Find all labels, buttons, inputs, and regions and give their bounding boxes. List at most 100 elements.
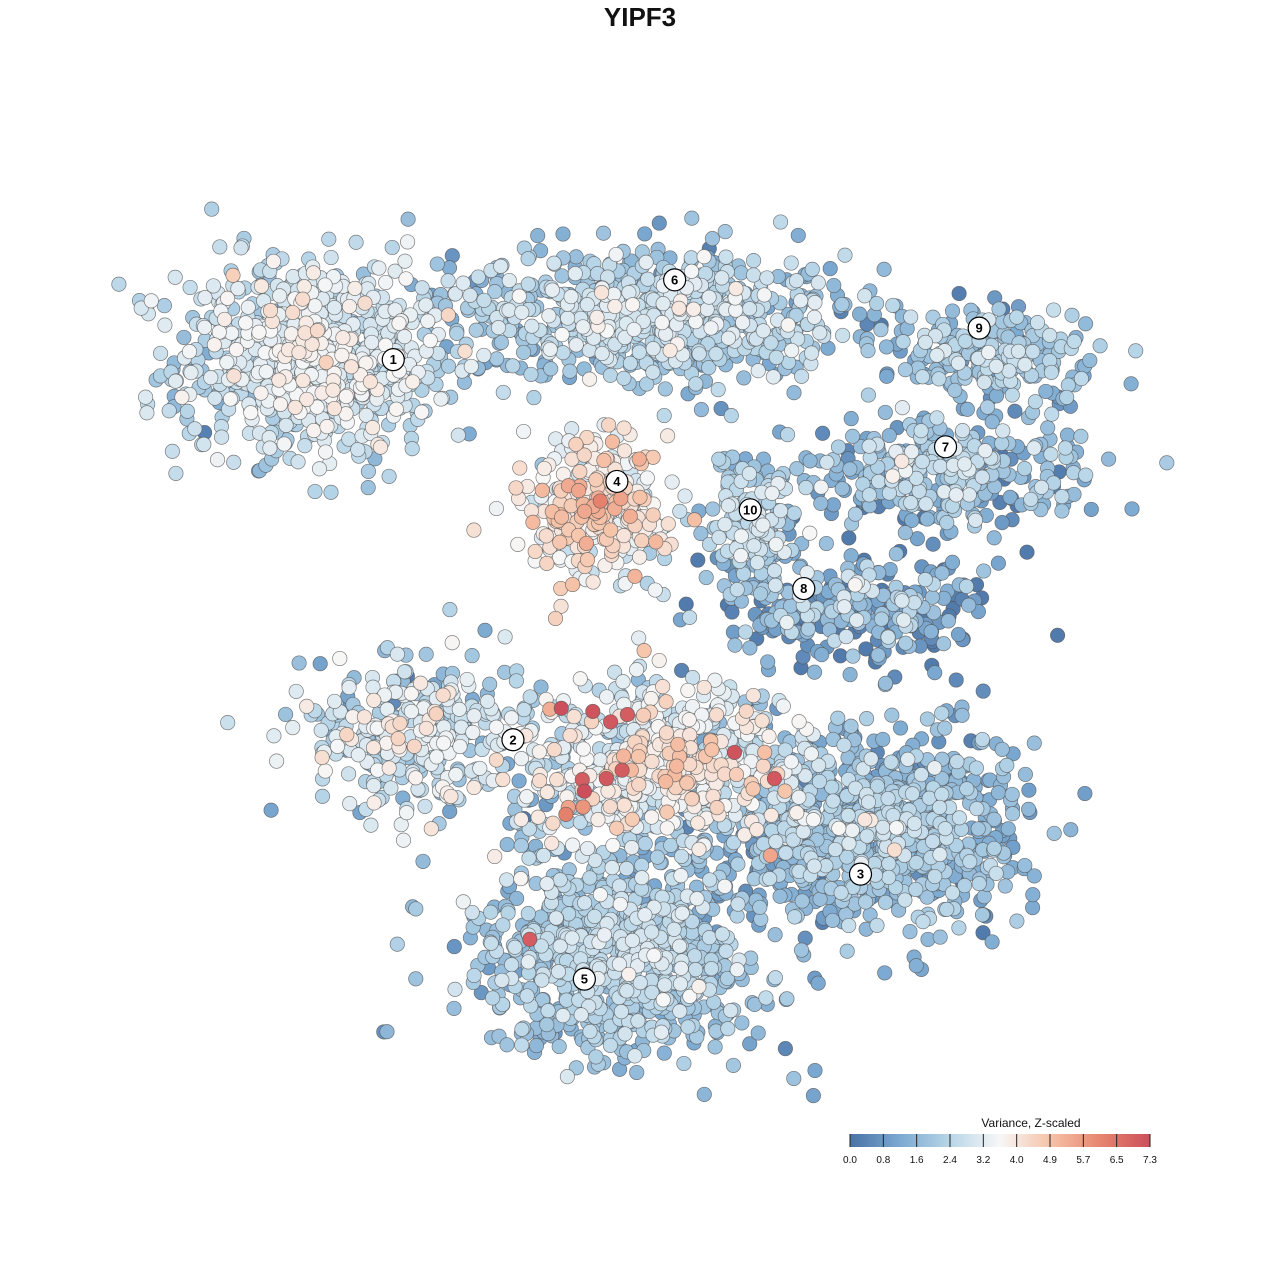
scatter-point bbox=[634, 870, 650, 886]
scatter-point bbox=[898, 635, 914, 651]
scatter-point bbox=[961, 597, 977, 613]
scatter-point bbox=[321, 231, 337, 247]
scatter-point bbox=[1025, 887, 1041, 903]
scatter-point bbox=[833, 885, 849, 901]
scatter-point bbox=[262, 440, 278, 456]
scatter-point bbox=[913, 423, 929, 439]
scatter-point bbox=[894, 593, 910, 609]
scatter-point bbox=[672, 1003, 688, 1019]
scatter-point bbox=[806, 858, 822, 874]
scatter-point bbox=[835, 327, 851, 343]
scatter-point bbox=[795, 824, 811, 840]
scatter-point bbox=[649, 849, 665, 865]
scatter-point bbox=[348, 234, 364, 250]
scatter-point bbox=[937, 720, 953, 736]
scatter-point bbox=[852, 306, 868, 322]
scatter-point bbox=[602, 367, 618, 383]
scatter-point bbox=[787, 909, 803, 925]
scatter-point bbox=[497, 629, 513, 645]
scatter-point bbox=[389, 646, 405, 662]
scatter-point bbox=[986, 840, 1002, 856]
scatter-point bbox=[1040, 420, 1056, 436]
scatter-point bbox=[1059, 427, 1076, 443]
scatter-point bbox=[981, 344, 997, 360]
scatter-point bbox=[786, 1070, 802, 1087]
scatter-point bbox=[511, 773, 527, 789]
scatter-point bbox=[619, 983, 635, 999]
scatter-point bbox=[767, 577, 783, 593]
scatter-point bbox=[111, 276, 127, 292]
scatter-point bbox=[196, 436, 212, 452]
scatter-point bbox=[450, 427, 466, 443]
scatter-point bbox=[290, 454, 306, 470]
scatter-point bbox=[364, 334, 380, 350]
scatter-point bbox=[791, 789, 807, 805]
scatter-point bbox=[1066, 333, 1082, 349]
scatter-point bbox=[168, 373, 184, 389]
scatter-point bbox=[758, 990, 774, 1006]
scatter-point bbox=[311, 461, 328, 477]
scatter-point bbox=[747, 996, 763, 1012]
scatter-point bbox=[986, 811, 1002, 827]
scatter-point bbox=[482, 676, 498, 692]
scatter-point bbox=[588, 1049, 604, 1065]
scatter-point bbox=[755, 323, 771, 339]
scatter-point bbox=[838, 629, 854, 645]
scatter-point bbox=[568, 337, 584, 353]
scatter-point bbox=[1004, 387, 1020, 403]
scatter-point bbox=[573, 1007, 589, 1023]
scatter-point bbox=[702, 872, 718, 888]
scatter-point bbox=[789, 461, 805, 477]
scatter-point bbox=[599, 689, 615, 705]
scatter-point bbox=[837, 247, 853, 263]
scatter-point bbox=[389, 936, 405, 952]
scatter-point bbox=[918, 496, 934, 512]
scatter-point bbox=[827, 841, 843, 858]
scatter-point bbox=[897, 525, 913, 541]
scatter-point bbox=[323, 484, 339, 500]
scatter-point bbox=[207, 390, 223, 406]
scatter-point bbox=[464, 648, 480, 664]
scatter-point bbox=[516, 344, 532, 360]
scatter-point bbox=[278, 706, 294, 722]
scatter-point bbox=[813, 495, 829, 511]
scatter-point bbox=[878, 339, 895, 355]
scatter-point bbox=[672, 503, 688, 519]
scatter-point bbox=[976, 563, 992, 579]
scatter-point bbox=[974, 731, 990, 748]
scatter-point bbox=[684, 210, 700, 226]
scatter-point bbox=[673, 960, 689, 976]
scatter-point bbox=[483, 935, 499, 951]
scatter-point bbox=[1050, 627, 1066, 643]
scatter-point bbox=[1064, 307, 1080, 323]
scatter-point bbox=[657, 977, 673, 993]
scatter-point bbox=[925, 833, 941, 850]
scatter-point bbox=[307, 483, 323, 500]
scatter-point bbox=[637, 907, 653, 923]
scatter-point bbox=[360, 480, 376, 496]
scatter-point bbox=[552, 938, 568, 954]
scatter-point bbox=[840, 807, 856, 824]
scatter-point bbox=[577, 895, 593, 911]
chart-title: YIPF3 bbox=[604, 2, 676, 32]
scatter-point bbox=[807, 295, 823, 311]
scatter-point bbox=[766, 563, 783, 579]
scatter-point bbox=[313, 722, 329, 738]
scatter-point bbox=[984, 934, 1000, 950]
scatter-point bbox=[383, 780, 399, 796]
scatter-point bbox=[524, 318, 540, 334]
scatter-point bbox=[476, 347, 492, 363]
scatter-point bbox=[869, 917, 885, 933]
scatter-point bbox=[1004, 786, 1020, 802]
scatter-point bbox=[804, 345, 820, 361]
scatter-point bbox=[582, 1023, 598, 1040]
scatter-point bbox=[400, 211, 416, 227]
scatter-point bbox=[871, 473, 887, 490]
scatter-point bbox=[672, 938, 688, 954]
scatter-point bbox=[988, 358, 1004, 374]
scatter-point bbox=[516, 702, 532, 718]
scatter-point bbox=[1000, 821, 1016, 837]
scatter-point bbox=[1021, 801, 1037, 817]
scatter-point bbox=[493, 334, 509, 350]
